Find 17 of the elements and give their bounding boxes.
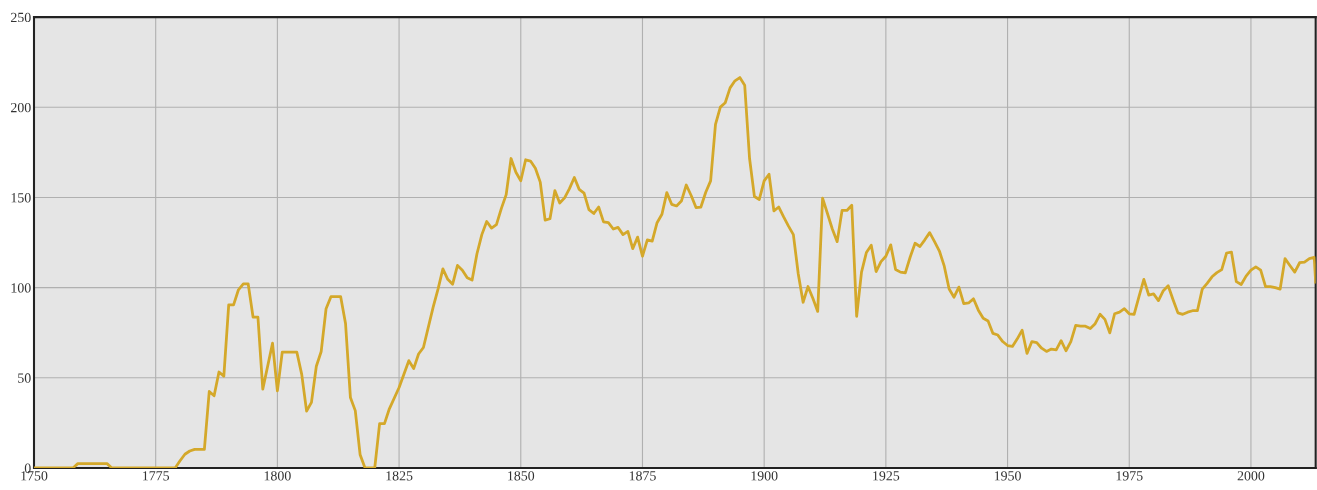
- x-tick-label: 1950: [994, 471, 1021, 481]
- x-tick-label: 1875: [629, 471, 656, 481]
- y-tick-label: 150: [11, 193, 31, 203]
- x-tick-label: 1775: [143, 471, 170, 481]
- y-tick-label: 200: [11, 102, 31, 113]
- x-tick-label: 1750: [21, 471, 48, 481]
- y-tick-label: 100: [11, 283, 31, 293]
- x-tick-label: 2000: [1237, 471, 1265, 481]
- y-tick-label: 0: [24, 463, 31, 473]
- x-tick-label: 1925: [873, 471, 900, 481]
- x-tick-label: 1800: [264, 471, 291, 481]
- x-tick-label: 1900: [751, 471, 778, 481]
- x-tick-label: 1850: [508, 471, 535, 481]
- y-tick-label: 50: [18, 373, 31, 383]
- y-tick-label: 250: [11, 12, 31, 23]
- x-tick-label: 1825: [386, 471, 413, 481]
- x-tick-label: 1975: [1116, 471, 1143, 481]
